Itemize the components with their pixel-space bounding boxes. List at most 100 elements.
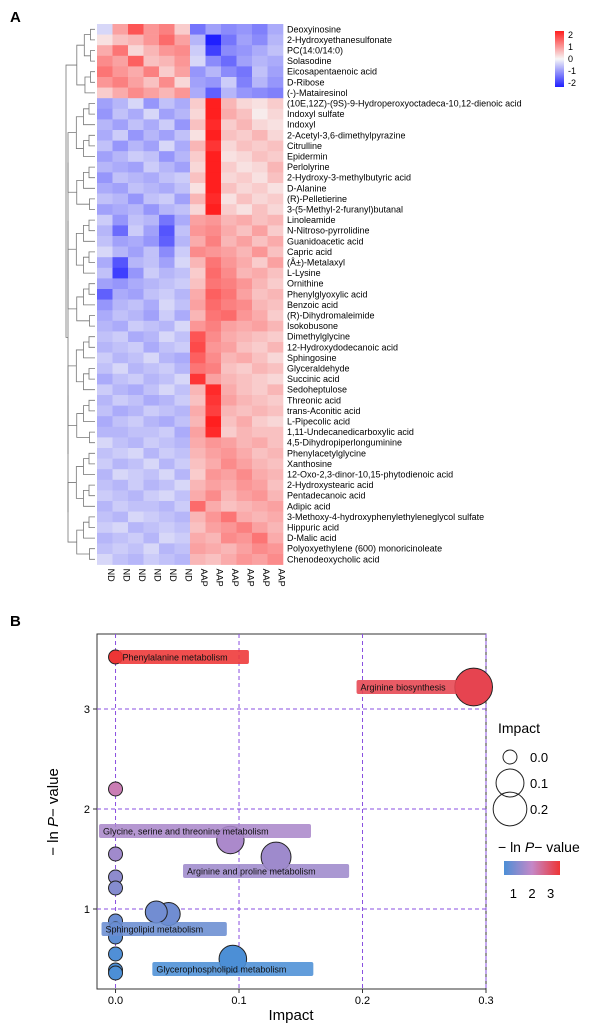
heatmap-cell bbox=[190, 140, 206, 152]
heatmap-cell bbox=[143, 24, 160, 35]
dendrogram-branch bbox=[67, 482, 77, 543]
point-label: Glycerophospholipid metabolism bbox=[156, 965, 286, 975]
heatmap-cell bbox=[159, 469, 175, 481]
heatmap-cell bbox=[112, 161, 129, 173]
heatmap-cell bbox=[221, 77, 237, 88]
heatmap-cell bbox=[252, 193, 268, 205]
heatmap-column-label: ND bbox=[106, 569, 116, 582]
heatmap-cell bbox=[159, 416, 175, 428]
heatmap-cell bbox=[236, 342, 253, 353]
heatmap-cell bbox=[221, 426, 237, 438]
heatmap-cell bbox=[221, 320, 237, 332]
heatmap-cell bbox=[159, 119, 175, 131]
heatmap-cell bbox=[190, 289, 206, 300]
dendrogram-branch bbox=[88, 166, 95, 179]
heatmap-row-label: Pentadecanoic acid bbox=[287, 491, 366, 501]
heatmap-cell bbox=[190, 214, 206, 226]
heatmap-cell bbox=[159, 214, 175, 226]
heatmap-column-label: AAP bbox=[230, 569, 240, 587]
heatmap-row-label: 2-Acetyl-3,6-dimethylpyrazine bbox=[287, 130, 406, 140]
heatmap-cell bbox=[174, 161, 191, 173]
heatmap-cell bbox=[143, 373, 160, 385]
heatmap-cell bbox=[267, 289, 284, 300]
heatmap-cell bbox=[267, 161, 284, 173]
bubble-point bbox=[108, 846, 124, 862]
heatmap-cell bbox=[267, 108, 284, 120]
heatmap-cell bbox=[205, 246, 222, 258]
heatmap-cell bbox=[221, 543, 237, 555]
color-legend-tick-label: 2 bbox=[528, 886, 535, 901]
heatmap-cell bbox=[143, 310, 160, 322]
heatmap-cell bbox=[97, 458, 113, 470]
heatmap-cell bbox=[190, 161, 206, 173]
heatmap-cell bbox=[190, 66, 206, 78]
heatmap-cell bbox=[97, 87, 113, 99]
heatmap-cell bbox=[159, 426, 175, 438]
heatmap-cell bbox=[97, 416, 113, 428]
heatmap-cell bbox=[221, 24, 237, 35]
heatmap-cell bbox=[267, 426, 284, 438]
dendrogram-branch bbox=[84, 76, 95, 94]
heatmap-cell bbox=[236, 204, 253, 216]
heatmap-cell bbox=[143, 34, 160, 46]
heatmap-cell bbox=[267, 554, 284, 565]
heatmap-cell bbox=[128, 289, 144, 300]
heatmap-cell bbox=[174, 108, 191, 120]
heatmap-cell bbox=[97, 246, 113, 258]
heatmap-cell bbox=[252, 214, 268, 226]
heatmap-cell bbox=[112, 214, 129, 226]
heatmap-cell bbox=[236, 458, 253, 470]
heatmap-cell bbox=[205, 267, 222, 279]
heatmap-cell bbox=[236, 183, 253, 194]
heatmap-cell bbox=[236, 384, 253, 396]
heatmap-cell bbox=[267, 236, 284, 247]
heatmap-row-label: Capric acid bbox=[287, 247, 332, 257]
heatmap-cell bbox=[143, 320, 160, 332]
heatmap-cell bbox=[221, 490, 237, 502]
heatmap-cell bbox=[174, 554, 191, 565]
heatmap-cell bbox=[221, 66, 237, 78]
heatmap-cell bbox=[190, 24, 206, 35]
heatmap-cell bbox=[252, 24, 268, 35]
heatmap-cell bbox=[267, 395, 284, 406]
heatmap-cell bbox=[190, 183, 206, 194]
bubble-point bbox=[108, 946, 124, 962]
heatmap-cell bbox=[267, 310, 284, 322]
panel-label-a: A bbox=[10, 9, 21, 26]
heatmap-cell bbox=[128, 108, 144, 120]
bubble-point bbox=[108, 965, 124, 981]
heatmap-row-label: Sphingosine bbox=[287, 353, 337, 363]
size-legend-title: Impact bbox=[498, 720, 540, 736]
heatmap-cell bbox=[252, 204, 268, 216]
heatmap-cell bbox=[190, 490, 206, 502]
heatmap-cell bbox=[267, 193, 284, 205]
heatmap-cell bbox=[190, 469, 206, 481]
x-tick-label: 0.1 bbox=[231, 995, 246, 1007]
heatmap-row-label: Perlolyrine bbox=[287, 162, 330, 172]
heatmap-cell bbox=[112, 236, 129, 247]
heatmap-cell bbox=[236, 34, 253, 46]
dendrogram-branch bbox=[75, 232, 84, 266]
heatmap-cell bbox=[205, 532, 222, 544]
heatmap-cell bbox=[174, 246, 191, 258]
heatmap-cell bbox=[128, 257, 144, 269]
heatmap-cell bbox=[205, 172, 222, 184]
heatmap-cell bbox=[112, 490, 129, 502]
dendrogram-branch bbox=[83, 521, 95, 539]
heatmap-cell bbox=[221, 416, 237, 428]
heatmap-cell bbox=[221, 34, 237, 46]
heatmap-row-label: L-Lysine bbox=[287, 268, 321, 278]
heatmap-row-label: Phenylglyoxylic acid bbox=[287, 289, 368, 299]
heatmap-row-label: D-Alanine bbox=[287, 183, 327, 193]
heatmap-cell bbox=[267, 98, 284, 110]
heatmap-cell bbox=[252, 522, 268, 534]
heatmap-cell bbox=[112, 24, 129, 35]
heatmap-cell bbox=[190, 395, 206, 406]
colorbar-tick-label: 2 bbox=[568, 30, 573, 40]
heatmap-cell bbox=[236, 278, 253, 290]
heatmap-cell bbox=[205, 331, 222, 343]
heatmap-cell bbox=[97, 469, 113, 481]
heatmap-cell bbox=[97, 24, 113, 35]
size-legend-label: 0.1 bbox=[530, 776, 548, 791]
heatmap-cell bbox=[128, 151, 144, 163]
